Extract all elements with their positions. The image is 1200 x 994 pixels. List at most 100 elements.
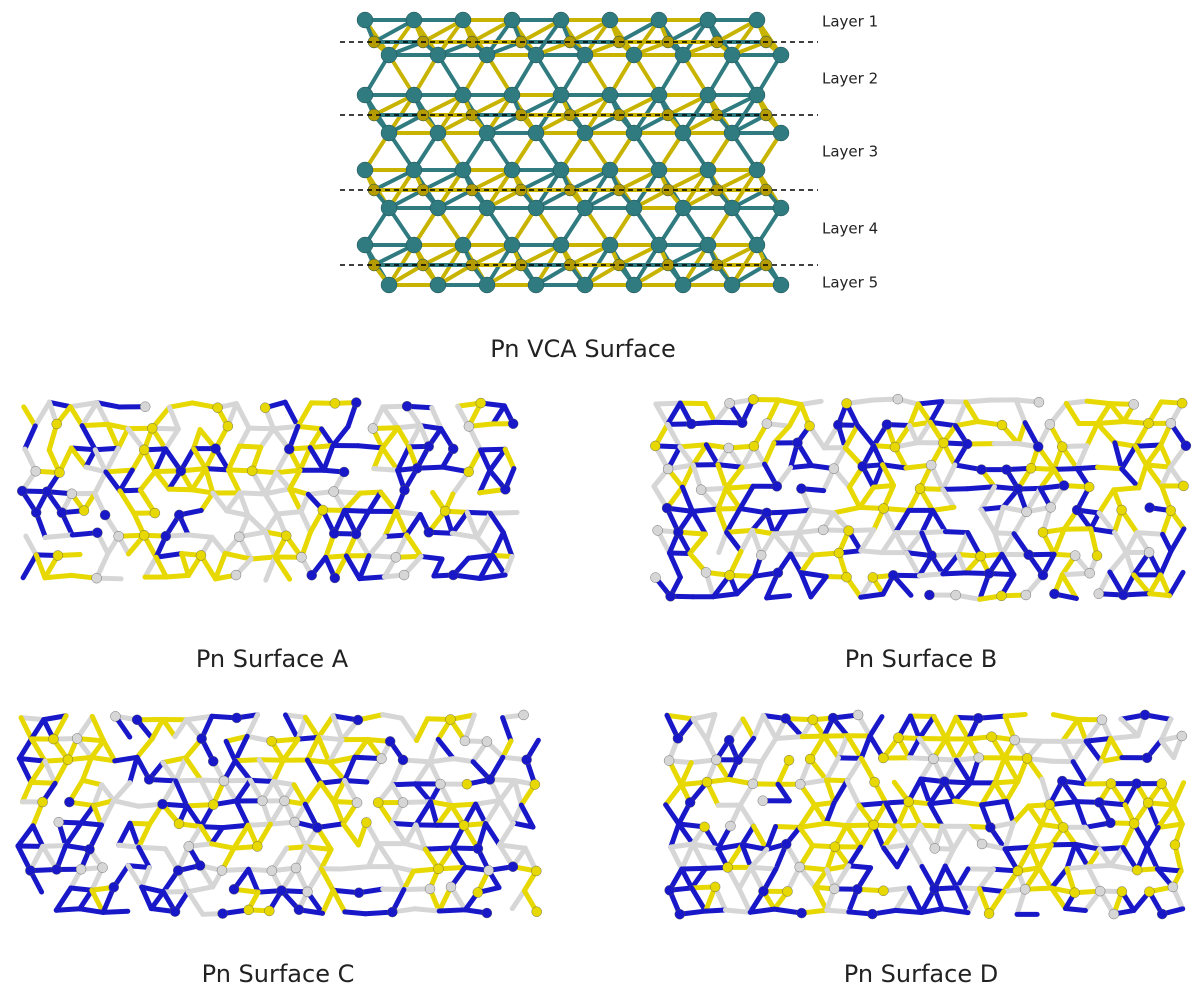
atom bbox=[257, 796, 267, 806]
atom bbox=[926, 460, 936, 470]
bond bbox=[130, 823, 150, 824]
atom bbox=[232, 713, 242, 723]
bond bbox=[791, 533, 798, 554]
atom bbox=[795, 862, 805, 872]
bond bbox=[995, 507, 1003, 533]
atom bbox=[749, 162, 765, 178]
bond bbox=[481, 450, 490, 471]
bond bbox=[140, 471, 155, 490]
atom bbox=[522, 755, 532, 765]
atom bbox=[553, 162, 569, 178]
atom bbox=[532, 907, 542, 917]
bond bbox=[690, 534, 706, 553]
bond bbox=[467, 512, 490, 513]
bond bbox=[228, 446, 239, 470]
bond bbox=[251, 557, 275, 559]
bond bbox=[31, 720, 43, 739]
atom bbox=[651, 12, 667, 28]
atom bbox=[702, 777, 712, 787]
bond bbox=[106, 472, 120, 491]
bond bbox=[774, 533, 798, 534]
atom bbox=[626, 277, 642, 293]
atom bbox=[651, 237, 667, 253]
atom bbox=[504, 87, 520, 103]
atom bbox=[1024, 550, 1034, 560]
bond bbox=[382, 428, 397, 448]
bond bbox=[934, 716, 946, 738]
bond bbox=[1100, 849, 1111, 865]
bond bbox=[145, 557, 156, 577]
atom bbox=[915, 484, 925, 494]
atom bbox=[997, 420, 1007, 430]
bond bbox=[236, 404, 249, 429]
atom bbox=[733, 755, 743, 765]
atom bbox=[330, 573, 340, 583]
atom bbox=[376, 754, 386, 764]
bond bbox=[500, 800, 513, 823]
atom bbox=[462, 779, 472, 789]
atom bbox=[1058, 822, 1068, 832]
atom bbox=[353, 715, 363, 725]
bond bbox=[383, 715, 402, 719]
bond bbox=[439, 910, 465, 911]
bond bbox=[503, 741, 511, 757]
bond bbox=[500, 781, 515, 801]
atom bbox=[1166, 506, 1176, 516]
atom bbox=[1059, 481, 1069, 491]
bond bbox=[906, 533, 922, 553]
atom bbox=[1013, 866, 1023, 876]
bond bbox=[800, 827, 813, 845]
bond bbox=[95, 472, 106, 493]
bond bbox=[682, 869, 692, 888]
bond bbox=[815, 870, 827, 888]
bond bbox=[169, 407, 178, 429]
atom bbox=[888, 570, 898, 580]
atom bbox=[500, 484, 510, 494]
atom bbox=[882, 420, 892, 430]
bond bbox=[503, 533, 512, 557]
bond bbox=[956, 760, 970, 783]
bond bbox=[1137, 533, 1163, 535]
bond bbox=[849, 487, 859, 507]
atom bbox=[700, 237, 716, 253]
atom bbox=[951, 590, 961, 600]
atom bbox=[247, 466, 257, 476]
atom bbox=[425, 884, 435, 894]
bond bbox=[1002, 534, 1014, 555]
bond bbox=[310, 446, 333, 448]
bond bbox=[1086, 741, 1101, 761]
bond bbox=[298, 403, 311, 427]
atom bbox=[762, 508, 772, 518]
atom bbox=[406, 12, 422, 28]
bond bbox=[943, 489, 954, 507]
bond bbox=[360, 577, 385, 579]
bond bbox=[1147, 847, 1157, 869]
bond bbox=[669, 553, 689, 554]
bond bbox=[415, 909, 439, 911]
atom bbox=[553, 237, 569, 253]
atom bbox=[53, 551, 63, 561]
bond bbox=[266, 514, 278, 532]
bond bbox=[1111, 738, 1122, 757]
bond bbox=[1029, 806, 1042, 824]
bond bbox=[119, 823, 130, 845]
bond bbox=[83, 780, 102, 785]
atom bbox=[842, 398, 852, 408]
bond bbox=[259, 760, 273, 782]
atom bbox=[67, 489, 77, 499]
atom bbox=[700, 12, 716, 28]
bond bbox=[958, 533, 968, 555]
bond bbox=[1126, 553, 1134, 575]
atom bbox=[504, 12, 520, 28]
bond bbox=[259, 760, 283, 761]
atom bbox=[818, 525, 828, 535]
bond bbox=[1135, 446, 1146, 465]
bond bbox=[692, 511, 705, 534]
bond bbox=[166, 429, 179, 449]
atom bbox=[280, 796, 290, 806]
atom bbox=[312, 823, 322, 833]
bond bbox=[152, 719, 163, 738]
bond bbox=[981, 507, 1003, 509]
atom bbox=[924, 590, 934, 600]
bond bbox=[737, 576, 754, 593]
